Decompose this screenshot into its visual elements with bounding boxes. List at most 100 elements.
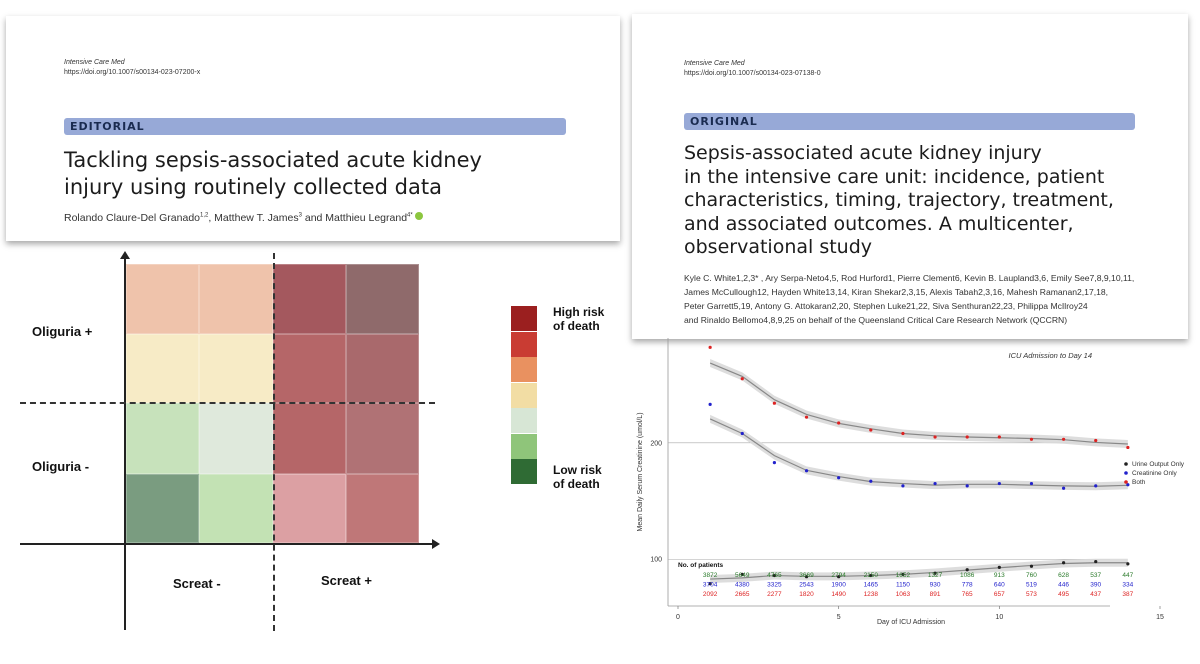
series-data-point	[869, 428, 873, 432]
author-name: Rolando Claure-Del Granado	[64, 212, 200, 224]
risk-cell	[273, 403, 346, 474]
series-data-point	[1062, 486, 1066, 490]
patients-count: 3325	[767, 582, 782, 589]
y-axis-arrow-icon	[120, 251, 130, 259]
patients-count: 2092	[703, 591, 718, 598]
patients-count: 4765	[767, 572, 782, 579]
patients-count: 765	[962, 591, 973, 598]
patients-count: 2543	[799, 582, 814, 589]
series-data-point	[708, 345, 712, 349]
original-header-card: Intensive Care Med https://doi.org/10.10…	[632, 14, 1188, 339]
series-data-point	[933, 481, 937, 486]
row-label-oliguria-negative: Oliguria -	[32, 459, 90, 474]
original-title-line: and associated outcomes. A multicenter,	[684, 212, 1074, 235]
patients-count: 495	[1058, 591, 1069, 598]
series-data-point	[1126, 483, 1130, 487]
legend-low-risk-label: Low risk of death	[553, 463, 602, 491]
series-confidence-band	[710, 414, 1128, 491]
chart-x-tick-label: 0	[676, 614, 680, 621]
series-data-point	[772, 460, 776, 465]
series-data-point	[772, 401, 776, 405]
series-data-point	[997, 435, 1001, 439]
series-data-point	[1029, 481, 1034, 486]
series-data-point	[1094, 559, 1098, 564]
editorial-banner: EDITORIAL	[64, 118, 566, 135]
legend-high-risk-label: High risk of death	[553, 305, 604, 333]
original-title-line: characteristics, timing, trajectory, tre…	[684, 189, 1114, 211]
author-name: , Matthew T. James	[208, 212, 299, 224]
author-affiliation: 3	[298, 212, 302, 219]
original-author-line: James McCullough12, Hayden White13,14, K…	[684, 287, 1109, 297]
patients-count: 1238	[864, 591, 879, 598]
series-data-point	[804, 469, 809, 473]
risk-cell	[273, 334, 346, 403]
patients-count: 4380	[735, 582, 750, 589]
original-title-line: in the intensive care unit: incidence, p…	[684, 165, 1105, 188]
legend-low-risk-line: Low risk	[553, 463, 602, 477]
legend-swatch	[511, 331, 537, 357]
orcid-icon	[414, 212, 423, 220]
series-data-point	[1094, 438, 1098, 443]
legend-low-risk-line: of death	[553, 477, 600, 491]
patients-count: 519	[1026, 582, 1037, 589]
series-data-point	[933, 435, 937, 439]
original-title: Sepsis-associated acute kidney injury in…	[684, 142, 1114, 260]
chart-legend-label: Both	[1132, 479, 1146, 486]
patients-count: 1086	[960, 572, 975, 579]
chart-y-tick-label: 200	[650, 440, 662, 447]
oliguria-threshold-line	[20, 402, 435, 404]
editorial-header-card: Intensive Care Med https://doi.org/10.10…	[6, 16, 620, 241]
risk-cell	[199, 264, 273, 334]
series-trend-line	[709, 362, 1128, 445]
patients-count: 1820	[799, 591, 814, 598]
series-data-point	[772, 573, 776, 578]
series-data-point	[1029, 564, 1034, 568]
risk-cell	[126, 474, 199, 543]
screat-threshold-line	[273, 253, 275, 631]
patients-count: 760	[1026, 572, 1037, 579]
editorial-title-line-1: Tackling sepsis-associated acute kidney	[64, 148, 482, 172]
patients-count: 3872	[703, 572, 718, 579]
patients-count: 573	[1026, 591, 1037, 598]
patients-count: 1063	[896, 591, 911, 598]
original-author-line: Kyle C. White1,2,3* , Ary Serpa-Neto4,5,…	[684, 273, 1135, 283]
chart-legend-marker	[1124, 471, 1128, 475]
original-title-line: Sepsis-associated acute kidney injury	[684, 142, 1042, 164]
series-data-point	[997, 565, 1001, 569]
y-axis-line	[124, 255, 126, 630]
series-data-point	[1029, 437, 1034, 441]
original-authors: Kyle C. White1,2,3* , Ary Serpa-Neto4,5,…	[684, 271, 1134, 327]
risk-cell	[273, 264, 346, 334]
patients-count: 628	[1058, 572, 1069, 579]
patients-count: 334	[1122, 582, 1133, 589]
risk-cell	[199, 403, 273, 474]
editorial-doi: https://doi.org/10.1007/s00134-023-07200…	[64, 69, 201, 76]
patients-count: 387	[1122, 591, 1133, 598]
patients-count: 1490	[831, 591, 846, 598]
chart-x-tick-label: 10	[995, 614, 1003, 621]
original-doi: https://doi.org/10.1007/s00134-023-07138…	[684, 70, 821, 77]
series-data-point	[1094, 484, 1098, 488]
risk-cell	[346, 264, 419, 334]
series-data-point	[933, 571, 937, 575]
author-affiliation: 1,2	[200, 212, 209, 219]
risk-cell	[199, 474, 273, 543]
series-data-point	[708, 582, 712, 586]
legend-high-risk-line: of death	[553, 319, 600, 333]
patients-count: 891	[930, 591, 941, 598]
patients-count: 3704	[703, 582, 718, 589]
patients-count: 5649	[735, 572, 750, 579]
legend-high-risk-line: High risk	[553, 305, 605, 319]
patients-count: 1465	[864, 582, 879, 589]
patients-count: 446	[1058, 582, 1069, 589]
series-data-point	[837, 476, 841, 480]
patients-count: 390	[1090, 582, 1101, 589]
series-trend-line	[709, 418, 1128, 487]
series-data-point	[1126, 445, 1130, 450]
patients-count: 1900	[831, 582, 846, 589]
series-data-point	[901, 431, 905, 436]
series-data-point	[869, 573, 873, 578]
original-journal-name: Intensive Care Med	[684, 60, 745, 67]
patients-table-header: No. of patients	[678, 562, 724, 569]
patients-count: 778	[962, 582, 973, 589]
